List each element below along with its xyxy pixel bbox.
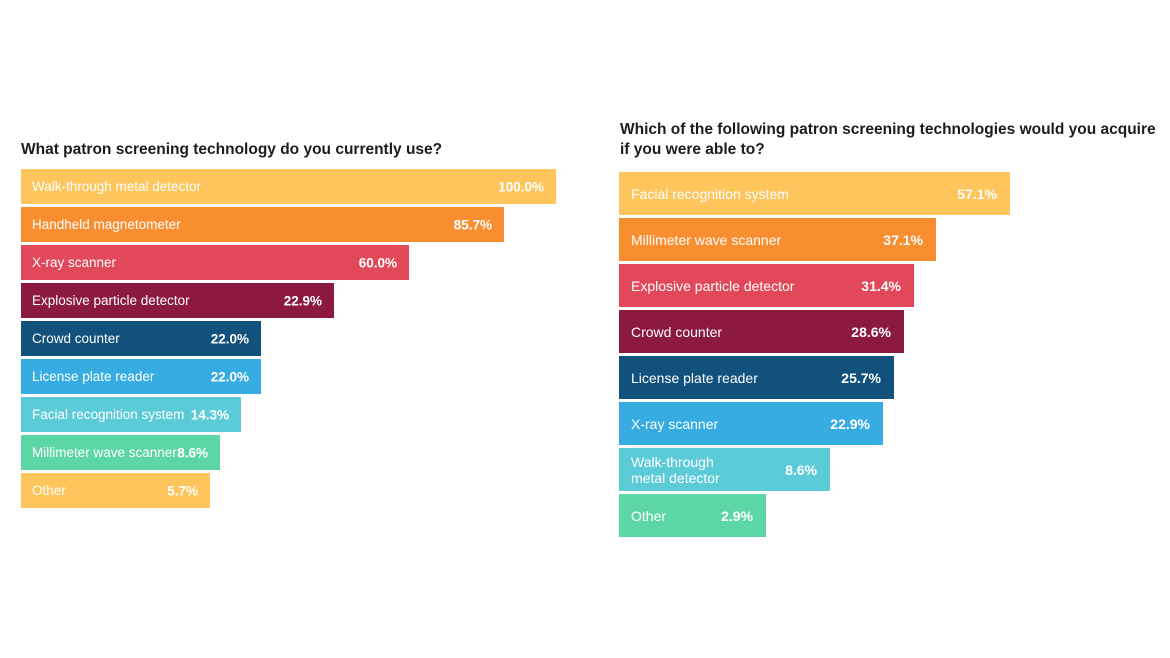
bar-label: Facial recognition system [631, 185, 789, 202]
bar-value-label: 100.0% [498, 179, 544, 194]
bar-value-label: 22.0% [210, 331, 249, 346]
bar-label: Handheld magnetometer [32, 216, 181, 232]
bar-label: Other [32, 482, 66, 498]
bar-label: Crowd counter [631, 323, 723, 340]
bar: Explosive particle detector 31.4% [619, 264, 914, 307]
bar: License plate reader 22.0% [21, 359, 261, 394]
bar-value-label: 2.9% [721, 507, 753, 524]
bar-value-label: 31.4% [861, 277, 901, 294]
bar-value-label: 5.7% [167, 483, 198, 498]
current-technology-chart: What patron screening technology do you … [21, 141, 556, 508]
bar-value-label: 22.9% [283, 293, 322, 308]
bar: Millimeter wave scanner 37.1% [619, 218, 936, 261]
bar-label: Millimeter wave scanner [631, 231, 782, 248]
bar: Walk-through metal detector 100.0% [21, 169, 556, 204]
bar-label: Explosive particle detector [32, 292, 190, 308]
bar: Other 2.9% [619, 494, 766, 537]
bar-label: License plate reader [32, 368, 155, 384]
bar: X-ray scanner 60.0% [21, 245, 409, 280]
bar-value-label: 22.0% [210, 369, 249, 384]
bar-label: License plate reader [631, 369, 758, 386]
bar-label: X-ray scanner [32, 254, 117, 270]
bar: Facial recognition system 14.3% [21, 397, 241, 432]
bar-label: Facial recognition system [32, 406, 185, 422]
bar-value-label: 37.1% [883, 231, 923, 248]
bar-label: Explosive particle detector [631, 277, 795, 294]
bar: Handheld magnetometer 85.7% [21, 207, 504, 242]
bar: Crowd counter 28.6% [619, 310, 904, 353]
bar-value-label: 22.9% [830, 415, 870, 432]
bar-value-label: 14.3% [190, 407, 229, 422]
bar-value-label: 57.1% [957, 185, 997, 202]
bar: Walk-through metal detector 8.6% [619, 448, 830, 491]
bar: Crowd counter 22.0% [21, 321, 261, 356]
bar-value-label: 28.6% [851, 323, 891, 340]
bar: Facial recognition system 57.1% [619, 172, 1010, 215]
bar: X-ray scanner 22.9% [619, 402, 883, 445]
bar-value-label: 25.7% [841, 369, 881, 386]
bar-label: X-ray scanner [631, 415, 719, 432]
bar-label: Crowd counter [32, 330, 120, 346]
bar-value-label: 85.7% [453, 217, 492, 232]
bar-label: Other [631, 507, 667, 524]
bar-label: Walk-through metal detector [631, 453, 720, 486]
chart-title: Which of the following patron screening … [620, 121, 1156, 158]
bar: License plate reader 25.7% [619, 356, 894, 399]
chart-title: What patron screening technology do you … [21, 141, 443, 158]
bar-label: Walk-through metal detector [32, 178, 202, 194]
bar-value-label: 8.6% [177, 445, 208, 460]
bar-value-label: 8.6% [785, 461, 817, 478]
bar-value-label: 60.0% [358, 255, 397, 270]
bar-label: Millimeter wave scanner [32, 444, 177, 460]
bar: Explosive particle detector 22.9% [21, 283, 334, 318]
bar: Millimeter wave scanner 8.6% [21, 435, 220, 470]
bar: Other 5.7% [21, 473, 210, 508]
